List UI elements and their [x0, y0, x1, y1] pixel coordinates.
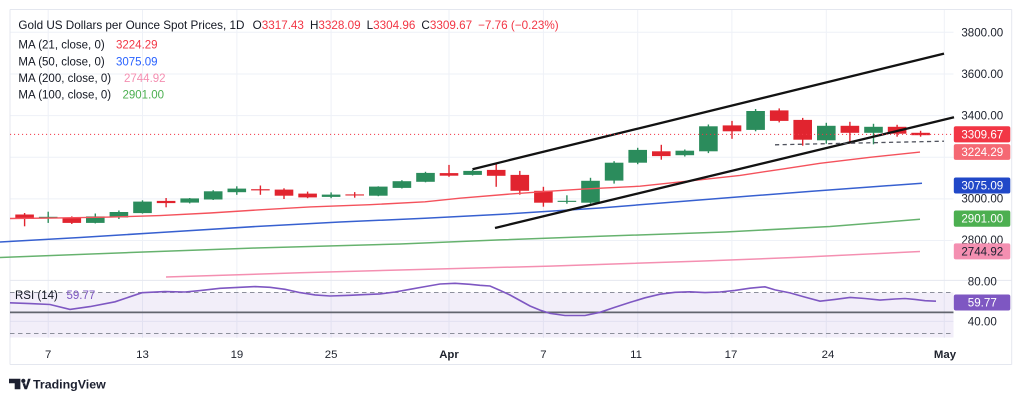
svg-text:3309.67: 3309.67 — [961, 128, 1003, 141]
svg-text:19: 19 — [231, 349, 244, 361]
svg-text:TradingView: TradingView — [33, 378, 106, 392]
svg-text:3075.09: 3075.09 — [961, 180, 1003, 193]
svg-text:17: 17 — [725, 349, 738, 361]
svg-text:7: 7 — [45, 349, 51, 361]
svg-text:2744.92: 2744.92 — [961, 245, 1003, 258]
svg-text:24: 24 — [822, 349, 835, 361]
svg-text:MA (200, close, 0) 2744.92: MA (200, close, 0) 2744.92 — [18, 73, 165, 85]
svg-text:13: 13 — [136, 349, 149, 361]
svg-text:MA (100, close, 0) 2901.00: MA (100, close, 0) 2901.00 — [18, 90, 164, 102]
svg-text:80.00: 80.00 — [968, 275, 997, 288]
svg-text:7: 7 — [540, 349, 546, 361]
svg-text:May: May — [934, 349, 957, 361]
svg-text:MA (50, close, 0) 3075.09: MA (50, close, 0) 3075.09 — [18, 56, 157, 68]
svg-text:MA (21, close, 0) 3224.29: MA (21, close, 0) 3224.29 — [18, 40, 157, 52]
svg-text:3000.00: 3000.00 — [961, 192, 1003, 205]
svg-text:Gold US Dollars per Ounce Spot: Gold US Dollars per Ounce Spot Prices, 1… — [18, 19, 558, 32]
svg-text:Apr: Apr — [439, 349, 459, 361]
svg-text:3800.00: 3800.00 — [961, 26, 1003, 39]
svg-text:25: 25 — [325, 349, 338, 361]
svg-text:3224.29: 3224.29 — [961, 146, 1003, 159]
svg-text:3400.00: 3400.00 — [961, 110, 1003, 123]
svg-text:11: 11 — [630, 349, 642, 361]
svg-text:40.00: 40.00 — [968, 315, 997, 328]
svg-text:RSI (14) 59.77: RSI (14) 59.77 — [15, 290, 95, 302]
svg-text:3600.00: 3600.00 — [961, 68, 1003, 81]
svg-text:2901.00: 2901.00 — [961, 213, 1003, 226]
svg-text:59.77: 59.77 — [968, 297, 997, 310]
